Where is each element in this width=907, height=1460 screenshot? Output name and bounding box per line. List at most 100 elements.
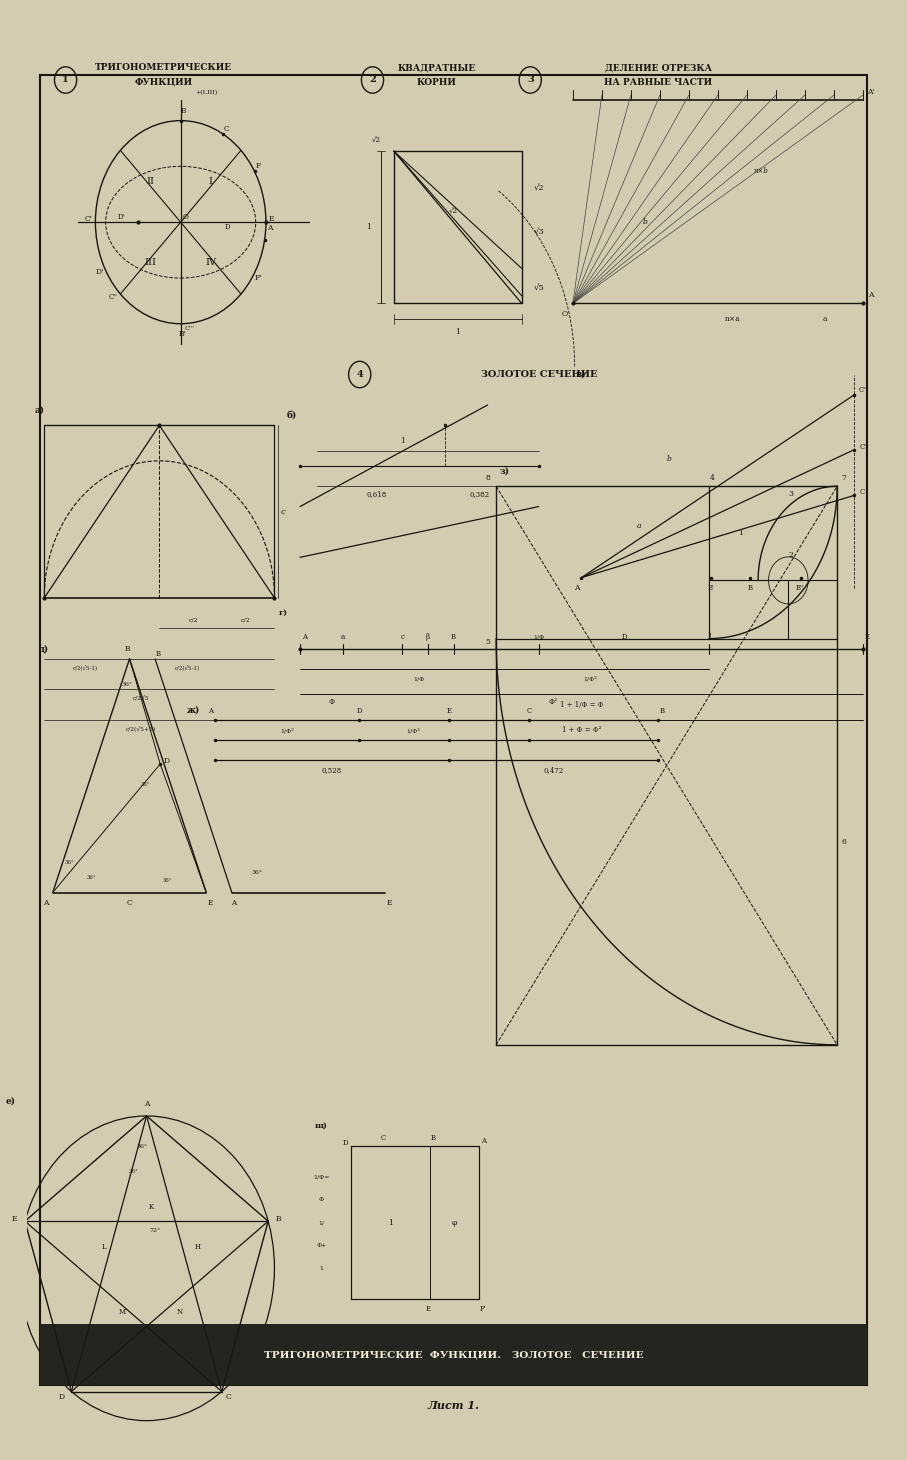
Text: г): г) bbox=[278, 609, 288, 618]
Text: C'': C'' bbox=[108, 293, 117, 301]
Text: A: A bbox=[481, 1137, 486, 1145]
Text: II: II bbox=[147, 177, 155, 185]
Text: √2: √2 bbox=[533, 184, 544, 191]
Text: 1: 1 bbox=[455, 328, 460, 336]
Text: D: D bbox=[58, 1393, 64, 1400]
Text: б): б) bbox=[287, 410, 297, 419]
Text: F': F' bbox=[480, 1305, 487, 1313]
Text: c/2(√5-1): c/2(√5-1) bbox=[174, 664, 200, 670]
Text: 0,472: 0,472 bbox=[543, 766, 563, 775]
Text: з): з) bbox=[500, 467, 510, 476]
Text: 36°: 36° bbox=[122, 682, 132, 686]
Text: 2: 2 bbox=[369, 76, 375, 85]
Text: ж): ж) bbox=[187, 705, 200, 714]
Text: Φ²: Φ² bbox=[549, 698, 558, 705]
Text: β: β bbox=[426, 632, 430, 641]
Text: 1: 1 bbox=[366, 223, 371, 231]
Text: 36°: 36° bbox=[137, 1145, 148, 1149]
Text: c/2(√5-1): c/2(√5-1) bbox=[73, 664, 98, 670]
Text: N: N bbox=[177, 1308, 182, 1317]
Text: IV: IV bbox=[205, 258, 216, 267]
Text: 0,528: 0,528 bbox=[322, 766, 342, 775]
Text: B': B' bbox=[179, 330, 186, 337]
Text: 7: 7 bbox=[842, 474, 846, 482]
Text: 1: 1 bbox=[63, 76, 69, 85]
Text: A: A bbox=[231, 899, 236, 907]
Text: √2: √2 bbox=[372, 137, 381, 145]
Text: A: A bbox=[869, 292, 874, 299]
Text: E: E bbox=[12, 1215, 17, 1223]
Text: 72°: 72° bbox=[150, 1228, 161, 1232]
Text: III: III bbox=[145, 258, 157, 267]
Text: M: M bbox=[119, 1308, 126, 1317]
Text: C: C bbox=[526, 707, 532, 715]
Text: Φ: Φ bbox=[328, 698, 335, 705]
Text: а): а) bbox=[35, 406, 45, 415]
Text: НА РАВНЫЕ ЧАСТИ: НА РАВНЫЕ ЧАСТИ bbox=[604, 77, 712, 86]
Text: 6: 6 bbox=[842, 838, 846, 845]
Bar bbox=[40, 1324, 867, 1386]
Text: A: A bbox=[267, 225, 272, 232]
Text: A: A bbox=[144, 1099, 150, 1108]
Text: 1: 1 bbox=[707, 632, 711, 641]
Text: 1 + Φ = Φ²: 1 + Φ = Φ² bbox=[561, 726, 601, 734]
Text: КОРНИ: КОРНИ bbox=[416, 77, 456, 86]
Text: A: A bbox=[44, 899, 49, 907]
Text: е): е) bbox=[5, 1096, 15, 1105]
Text: 1 + 1/Φ = Φ: 1 + 1/Φ = Φ bbox=[560, 701, 603, 708]
Text: n×b: n×b bbox=[754, 168, 769, 175]
Text: D': D' bbox=[96, 269, 104, 276]
Text: 1: 1 bbox=[400, 437, 405, 444]
Text: 36°: 36° bbox=[252, 870, 263, 875]
Text: 4: 4 bbox=[709, 474, 715, 482]
Text: Φ: Φ bbox=[318, 1197, 324, 1202]
Text: C: C bbox=[380, 1134, 385, 1142]
Text: 3: 3 bbox=[788, 491, 794, 498]
Text: 0,618: 0,618 bbox=[366, 491, 387, 498]
Text: √5: √5 bbox=[533, 285, 544, 292]
Text: E: E bbox=[268, 215, 274, 223]
Text: ЗОЛОТОЕ СЕЧЕНИЕ: ЗОЛОТОЕ СЕЧЕНИЕ bbox=[481, 369, 597, 380]
Text: n×a: n×a bbox=[725, 315, 740, 323]
Text: 1/Φ²: 1/Φ² bbox=[583, 676, 597, 682]
Text: в): в) bbox=[576, 369, 587, 380]
Text: φ: φ bbox=[452, 1219, 457, 1226]
Text: D: D bbox=[225, 223, 230, 231]
Text: ФУНКЦИИ: ФУНКЦИИ bbox=[134, 77, 192, 86]
Text: 0,382: 0,382 bbox=[469, 491, 489, 498]
Text: E: E bbox=[446, 707, 452, 715]
Text: D: D bbox=[343, 1139, 348, 1148]
Text: D: D bbox=[356, 707, 362, 715]
Text: +(I,III): +(I,III) bbox=[195, 89, 218, 95]
Text: B: B bbox=[155, 650, 161, 658]
Text: 5: 5 bbox=[485, 638, 490, 645]
Text: 1: 1 bbox=[738, 530, 744, 537]
Text: 36°: 36° bbox=[141, 783, 150, 787]
Text: D': D' bbox=[117, 213, 124, 220]
Text: 1/Φ: 1/Φ bbox=[533, 634, 544, 639]
Text: F': F' bbox=[254, 274, 261, 282]
Text: F: F bbox=[255, 162, 260, 171]
Text: 36°: 36° bbox=[86, 875, 96, 880]
Text: E: E bbox=[208, 899, 213, 907]
Text: c/2√5: c/2√5 bbox=[132, 695, 150, 701]
Text: щ): щ) bbox=[315, 1123, 327, 1130]
Text: I: I bbox=[209, 177, 212, 185]
Text: 1/Φ=: 1/Φ= bbox=[313, 1174, 329, 1180]
Text: Φ+: Φ+ bbox=[317, 1242, 327, 1248]
Text: C': C' bbox=[84, 215, 93, 223]
Text: 1/: 1/ bbox=[318, 1221, 325, 1225]
Text: E: E bbox=[386, 899, 393, 907]
Text: КВАДРАТНЫЕ: КВАДРАТНЫЕ bbox=[397, 63, 475, 73]
Text: B: B bbox=[430, 1134, 435, 1142]
Text: D: D bbox=[163, 756, 170, 765]
Text: C'': C'' bbox=[858, 385, 867, 394]
Text: 36°: 36° bbox=[129, 1169, 139, 1174]
Text: A: A bbox=[574, 584, 580, 591]
Text: C': C' bbox=[859, 442, 866, 451]
Text: c/2: c/2 bbox=[241, 618, 250, 623]
Text: B: B bbox=[660, 707, 665, 715]
Text: 8: 8 bbox=[485, 474, 490, 482]
Text: 1/Φ³: 1/Φ³ bbox=[405, 729, 420, 734]
Text: ДЕЛЕНИЕ ОТРЕЗКА: ДЕЛЕНИЕ ОТРЕЗКА bbox=[605, 63, 712, 73]
